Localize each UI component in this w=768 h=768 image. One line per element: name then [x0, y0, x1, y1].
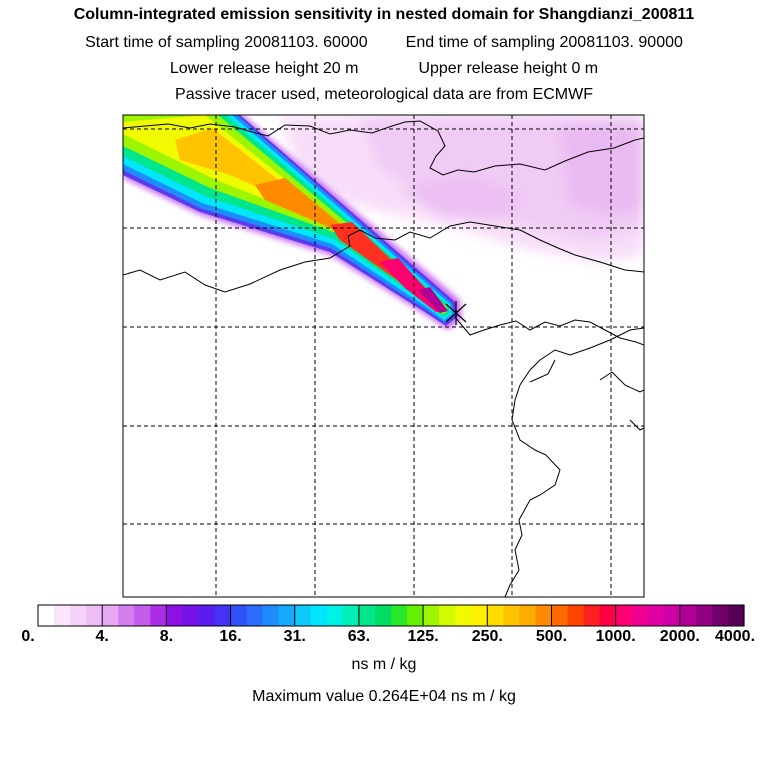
colorbar-swatch: [455, 605, 472, 626]
colorbar-swatch: [358, 605, 376, 626]
colorbar-swatch: [198, 605, 216, 626]
colorbar-swatch: [615, 605, 633, 626]
colorbar-tick-label: 16.: [219, 628, 242, 645]
colorbar-tick-label: 500.: [535, 628, 568, 645]
sensitivity-field: [123, 115, 644, 330]
map-panel: [122, 114, 645, 598]
figure-title: Column-integrated emission sensitivity i…: [73, 6, 695, 23]
colorbar-tick-label: 1000.: [595, 628, 636, 645]
colorbar-swatch: [166, 605, 184, 626]
colorbar-tick-label: 125.: [407, 628, 439, 645]
map-frame: [122, 114, 645, 598]
colorbar-swatch: [214, 605, 232, 626]
colorbar-frame: [37, 604, 745, 627]
colorbar-swatch: [503, 605, 520, 626]
colorbar-swatch: [150, 605, 167, 626]
start-time: Start time of sampling 20081103. 60000: [85, 34, 368, 51]
colorbar-swatch: [374, 605, 392, 626]
colorbar-swatch: [599, 605, 617, 626]
colorbar-tick-label: 4000.: [714, 628, 756, 645]
colorbar-swatch: [567, 605, 585, 626]
colorbar-swatch: [391, 605, 408, 626]
colorbar-swatch: [230, 605, 248, 626]
colorbar-swatch: [551, 605, 569, 626]
colorbar-swatch: [182, 605, 200, 626]
colorbar-swatch: [86, 605, 103, 626]
colorbar-units: ns m / kg: [351, 656, 417, 673]
colorbar-tick-label: 8.: [159, 628, 174, 645]
colorbar-swatch: [278, 605, 296, 626]
colorbar-tick-label: 63.: [347, 628, 371, 645]
colorbar-swatch: [310, 605, 328, 626]
colorbar-swatch: [134, 605, 151, 626]
upper-release-height: Upper release height 0 m: [418, 60, 599, 77]
colorbar-swatch: [727, 605, 745, 626]
colorbar-swatch: [407, 605, 424, 626]
lower-release-height: Lower release height 20 m: [169, 60, 359, 77]
colorbar-swatch: [679, 605, 697, 626]
colorbar-swatch: [471, 605, 488, 626]
colorbar-swatch: [695, 605, 713, 626]
sampling-times: Start time of sampling 20081103. 60000 En…: [0, 34, 768, 52]
colorbar-swatch: [246, 605, 264, 626]
colorbar: [37, 604, 745, 627]
lat-lon-grid: [123, 115, 644, 597]
colorbar-swatch: [711, 605, 729, 626]
colorbar-swatch: [439, 605, 456, 626]
colorbar-swatch: [342, 605, 360, 626]
colorbar-tick-label: 31.: [283, 628, 306, 645]
tracer-info: Passive tracer used, meteorological data…: [175, 86, 593, 103]
colorbar-tick-label: 0.: [21, 628, 35, 645]
colorbar-swatch: [102, 605, 119, 626]
tracer-plume: [123, 115, 462, 330]
release-heights: Lower release height 20 m Upper release h…: [0, 60, 768, 78]
background-sensitivity: [280, 115, 644, 262]
coastlines: [123, 120, 644, 597]
end-time: End time of sampling 20081103. 90000: [405, 34, 683, 51]
colorbar-swatch: [118, 605, 135, 626]
colorbar-swatch: [326, 605, 344, 626]
colorbar-swatch: [294, 605, 312, 626]
x-cross-icon: [445, 301, 467, 325]
colorbar-swatch: [423, 605, 440, 626]
colorbar-tick-label: 4.: [95, 628, 109, 645]
colorbar-swatch: [70, 605, 87, 626]
colorbar-swatch: [663, 605, 681, 626]
maximum-value: Maximum value 0.264E+04 ns m / kg: [252, 688, 516, 705]
colorbar-tick-label: 2000.: [659, 628, 700, 645]
colorbar-swatch: [38, 605, 55, 626]
colorbar-swatch: [262, 605, 280, 626]
colorbar-swatch: [54, 605, 71, 626]
colorbar-swatch: [583, 605, 601, 626]
colorbar-swatch: [487, 605, 504, 626]
colorbar-swatch: [519, 605, 537, 626]
colorbar-tick-label: 250.: [471, 628, 503, 645]
colorbar-swatch: [631, 605, 649, 626]
colorbar-swatch: [535, 605, 553, 626]
colorbar-swatch: [647, 605, 665, 626]
